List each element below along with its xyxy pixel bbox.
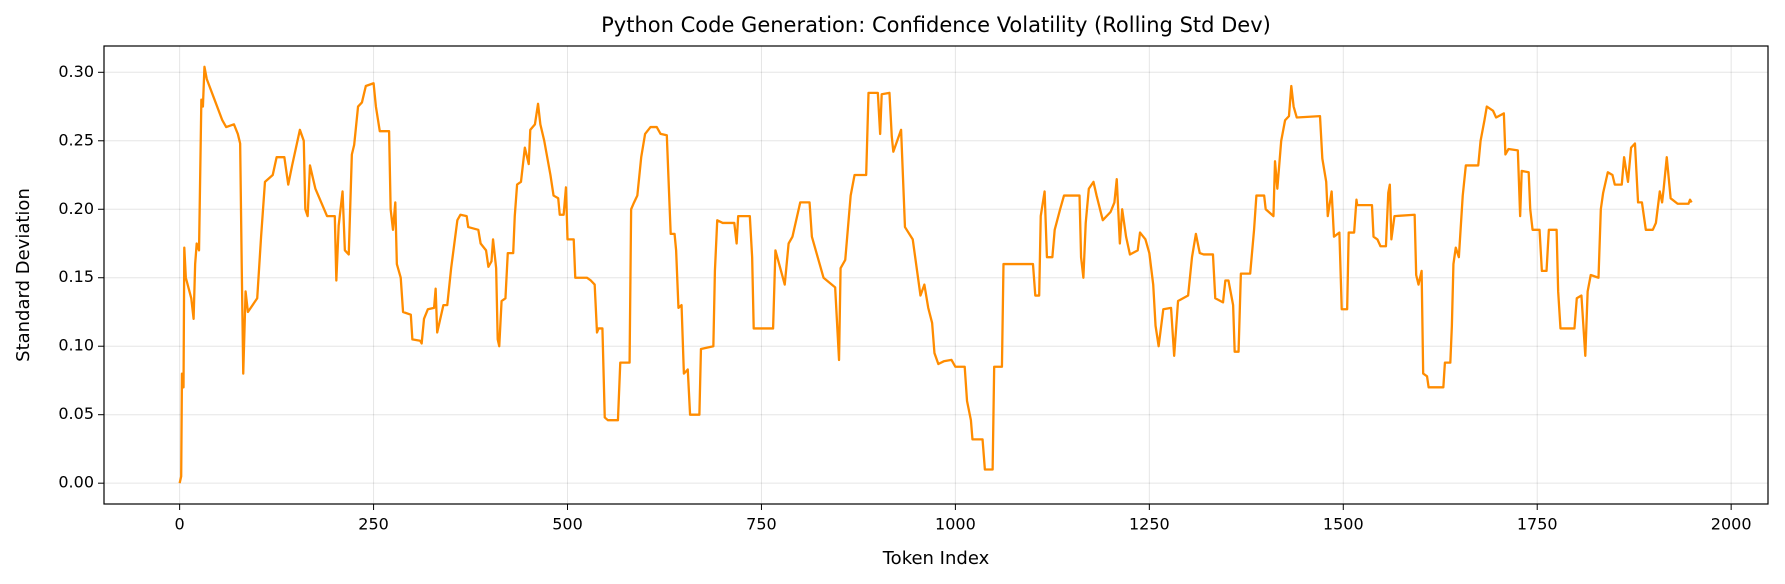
y-tick-label: 0.00 — [58, 473, 94, 492]
x-tick-label: 750 — [746, 515, 777, 534]
x-tick-label: 0 — [175, 515, 185, 534]
y-tick-label: 0.15 — [58, 267, 94, 286]
x-tick-label: 1500 — [1323, 515, 1364, 534]
x-tick-label: 500 — [552, 515, 583, 534]
x-tick-label: 2000 — [1711, 515, 1752, 534]
chart-title: Python Code Generation: Confidence Volat… — [601, 13, 1271, 37]
x-tick-label: 250 — [358, 515, 389, 534]
x-tick-label: 1250 — [1129, 515, 1170, 534]
y-tick-label: 0.10 — [58, 336, 94, 355]
plot-frame — [103, 45, 1769, 505]
data-line — [178, 65, 1693, 484]
y-tick-label: 0.25 — [58, 130, 94, 149]
y-tick-label: 0.30 — [58, 62, 94, 81]
y-tick-label: 0.20 — [58, 199, 94, 218]
x-tick-label: 1000 — [935, 515, 976, 534]
y-axis-label: Standard Deviation — [13, 188, 34, 362]
y-tick-label: 0.05 — [58, 404, 94, 423]
x-tick-label: 1750 — [1517, 515, 1558, 534]
x-axis-label: Token Index — [882, 548, 990, 569]
